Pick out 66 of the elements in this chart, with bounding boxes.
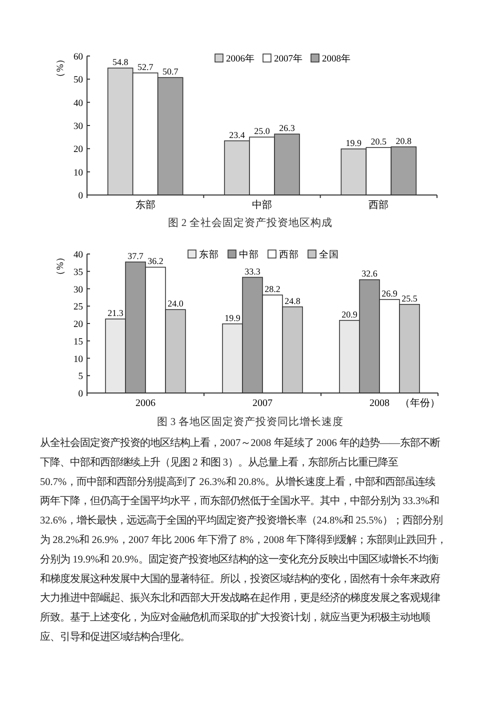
text: 为 28.2%和 26.9%，2007 年比 2006 年下滑了 8%，2008 年下降得到缓解；东部则止跌回升， [40,534,447,546]
y-tick-label: 5 [78,372,84,382]
data-label: 32.6 [362,268,378,279]
data-label: 54.8 [112,57,129,68]
data-label: 21.3 [108,308,124,318]
y-tick-label: 40 [74,98,84,109]
y-tick-label: 40 [74,250,84,260]
text: 所致。基于上述变化，为应对金融危机而采取的扩大投资计划，就应当更为积极主动地顺 [40,612,430,624]
data-label: 24.8 [284,296,301,306]
legend-label: 西部 [279,248,299,260]
y-tick-label: 0 [78,192,84,202]
y-tick-label: 35 [74,268,84,278]
x-tick-label: 东部 [135,199,156,211]
y-tick-label: 15 [74,337,84,348]
y-tick-label: 25 [74,302,84,313]
text: 下降、中部和西部继续上升（见图 2 和图 3）。从总量上看，东部所占比重已降至 [40,456,398,468]
data-label: 20.9 [342,309,358,320]
legend-label: 2008年 [322,52,351,64]
text: 应、引导和促进区域结构合理化。 [40,631,190,643]
text: 分别为 19.9%和 20.9%。固定资产投资地区结构的这一变化充分反映出中国区域增长不均衡 [40,553,438,566]
y-axis-title: （%） [56,54,66,82]
data-label: 50.7 [162,66,179,77]
data-label: 20.5 [370,136,388,147]
y-tick-label: 0 [78,390,84,400]
data-label: 28.2 [264,284,280,294]
data-label: 26.3 [279,123,296,134]
data-label: 37.7 [128,250,144,261]
data-label: 23.4 [229,130,246,140]
data-label: 36.2 [148,256,164,266]
x-tick-label: 中部 [252,199,272,211]
legend-label: 2007年 [274,52,303,64]
x-axis-title: （年份） [400,397,440,409]
data-label: 20.8 [396,136,412,146]
data-label: 26.9 [382,288,398,299]
legend-label: 全国 [319,248,339,260]
y-tick-label: 20 [74,145,84,156]
legend-label: 2006年 [226,52,255,64]
y-tick-label: 30 [74,122,84,132]
x-tick-label: 2006 [136,398,156,409]
text: 图 2 全社会固定资产投资地区构成 [168,216,332,229]
text: 和梯度发展这种发展中大国的显著特征。所以，投资区域结构的变化，固然有十余年来政府 [40,572,440,585]
text: 图 3 各地区固定资产投资同比增长速度 [156,415,344,428]
data-label: 24.0 [168,298,184,309]
text: 从全社会固定资产投资的地区结构上看，2007～2008 年延续了 2006 年的趋势——东部不断 [40,437,440,449]
text: 50.7%，而中部和西部分别提高到了 26.3%和 20.8%。从增长速度上看，中部和西部虽连续 [40,476,435,488]
y-tick-label: 20 [74,320,84,330]
y-tick-label: 10 [74,168,84,178]
y-axis-title: （%） [56,252,66,280]
data-label: 33.3 [244,266,261,276]
text: 大力推进中部崛起、振兴东北和西部大开发战略在起作用，更是经济的梯度发展之客观规律 [40,592,440,604]
legend-label: 中部 [239,248,259,260]
legend-label: 东部 [199,248,219,260]
data-label: 52.7 [137,62,154,72]
data-label: 25.0 [254,126,270,136]
y-tick-label: 30 [74,285,84,296]
x-tick-label: 2008 [370,398,390,409]
y-tick-label: 60 [74,52,84,62]
data-label: 19.9 [346,138,362,148]
data-label: 19.9 [224,312,241,323]
text: 32.6%，增长最快，远远高于全国的平均固定资产投资增长率（24.8%和 25.5%）；西部分别 [40,514,442,527]
data-label: 25.5 [402,293,418,304]
y-tick-label: 50 [74,76,84,86]
x-tick-label: 2007 [252,398,272,409]
text: 两年下降，但仍高于全国平均水平，而东部仍然低于全国水平。其中，中部分别为 33.3%和 [40,495,440,508]
y-tick-label: 10 [74,354,84,365]
x-tick-label: 西部 [368,199,389,211]
